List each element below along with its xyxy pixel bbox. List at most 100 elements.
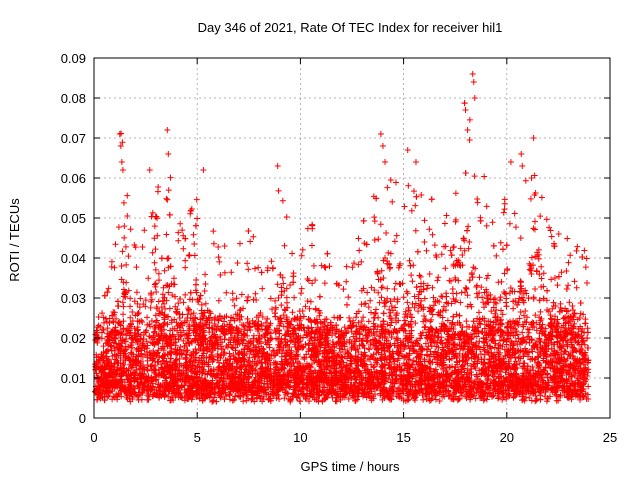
data-point bbox=[307, 354, 314, 361]
data-point bbox=[384, 295, 391, 302]
data-point bbox=[418, 191, 425, 198]
data-point bbox=[459, 251, 466, 258]
data-point bbox=[408, 318, 415, 325]
data-point bbox=[197, 316, 204, 323]
data-point bbox=[119, 299, 126, 306]
data-point bbox=[457, 245, 464, 252]
data-point bbox=[236, 240, 243, 247]
data-point bbox=[524, 326, 531, 333]
data-point bbox=[537, 213, 544, 220]
data-point bbox=[367, 297, 374, 304]
data-point bbox=[136, 366, 143, 373]
data-point bbox=[215, 254, 222, 261]
data-point bbox=[583, 395, 590, 402]
data-point bbox=[255, 264, 262, 271]
data-point bbox=[364, 289, 371, 296]
data-point bbox=[353, 310, 360, 317]
data-point bbox=[175, 229, 182, 236]
data-point bbox=[497, 294, 504, 301]
data-point bbox=[341, 324, 348, 331]
data-point bbox=[175, 300, 182, 307]
data-point bbox=[408, 272, 415, 279]
data-point bbox=[149, 249, 156, 256]
data-point bbox=[573, 247, 580, 254]
data-point bbox=[527, 195, 534, 202]
data-point bbox=[223, 289, 230, 296]
data-point bbox=[136, 304, 143, 311]
data-point bbox=[220, 318, 227, 325]
data-point bbox=[420, 304, 427, 311]
data-point bbox=[412, 300, 419, 307]
data-point bbox=[507, 284, 514, 291]
data-point bbox=[218, 346, 225, 353]
data-point bbox=[187, 210, 194, 217]
data-point bbox=[310, 262, 317, 269]
data-point bbox=[378, 294, 385, 301]
data-point bbox=[498, 307, 505, 314]
data-point bbox=[149, 209, 156, 216]
data-point bbox=[421, 313, 428, 320]
data-point bbox=[440, 303, 447, 310]
data-point bbox=[584, 279, 591, 286]
data-point bbox=[358, 318, 365, 325]
data-point bbox=[320, 361, 327, 368]
data-point bbox=[449, 363, 456, 370]
data-point bbox=[166, 305, 173, 312]
data-point bbox=[127, 226, 134, 233]
data-point bbox=[452, 216, 459, 223]
data-point bbox=[426, 226, 433, 233]
data-point bbox=[346, 336, 353, 343]
data-point bbox=[105, 285, 112, 292]
data-point bbox=[243, 397, 250, 404]
data-point bbox=[125, 253, 132, 260]
data-point bbox=[355, 235, 362, 242]
data-point bbox=[493, 252, 500, 259]
data-point bbox=[564, 235, 571, 242]
data-point bbox=[125, 287, 132, 294]
data-point bbox=[355, 319, 362, 326]
data-point bbox=[442, 265, 449, 272]
data-point bbox=[543, 398, 550, 405]
data-point bbox=[573, 284, 580, 291]
data-point bbox=[167, 174, 174, 181]
data-point bbox=[368, 284, 375, 291]
data-point bbox=[177, 220, 184, 227]
data-point bbox=[381, 303, 388, 310]
data-point bbox=[346, 314, 353, 321]
data-point bbox=[163, 231, 170, 238]
data-point bbox=[147, 304, 154, 311]
data-point bbox=[404, 299, 411, 306]
data-point bbox=[530, 295, 537, 302]
data-point bbox=[202, 271, 209, 278]
data-point bbox=[406, 257, 413, 264]
data-point bbox=[127, 303, 134, 310]
data-point bbox=[472, 365, 479, 372]
data-point bbox=[463, 286, 470, 293]
data-point bbox=[392, 280, 399, 287]
data-point bbox=[349, 264, 356, 271]
data-point bbox=[457, 299, 464, 306]
data-point bbox=[528, 254, 535, 261]
data-point bbox=[326, 263, 333, 270]
data-point bbox=[435, 274, 442, 281]
data-point bbox=[244, 260, 251, 267]
data-point bbox=[447, 247, 454, 254]
data-point bbox=[108, 263, 115, 270]
data-point bbox=[337, 358, 344, 365]
data-point bbox=[267, 295, 274, 302]
data-point bbox=[345, 396, 352, 403]
data-point bbox=[298, 252, 305, 259]
data-point bbox=[558, 269, 565, 276]
data-point bbox=[533, 327, 540, 334]
data-point bbox=[446, 277, 453, 284]
data-point bbox=[496, 337, 503, 344]
data-points bbox=[92, 71, 592, 405]
data-point bbox=[148, 296, 155, 303]
chart-title: Day 346 of 2021, Rate Of TEC Index for r… bbox=[198, 20, 503, 35]
data-point bbox=[250, 332, 257, 339]
data-point bbox=[371, 218, 378, 225]
data-point bbox=[321, 323, 328, 330]
data-point bbox=[526, 326, 533, 333]
data-point bbox=[567, 336, 574, 343]
